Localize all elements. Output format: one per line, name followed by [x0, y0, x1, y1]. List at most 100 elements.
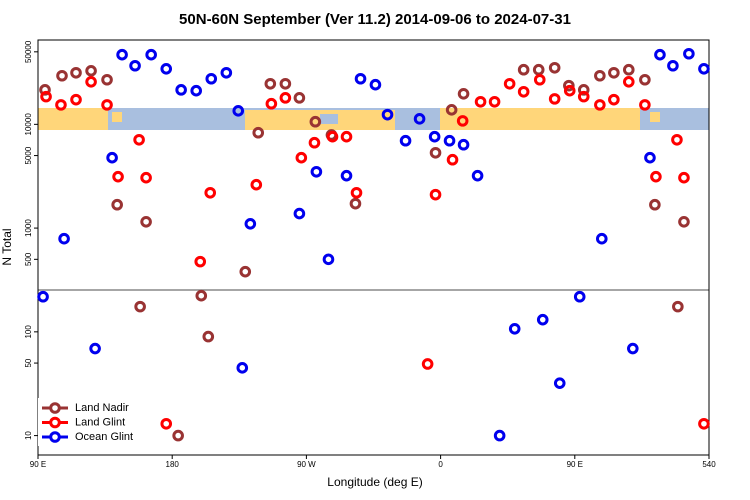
point	[160, 417, 173, 430]
point	[429, 146, 442, 159]
point	[654, 48, 666, 61]
point	[145, 48, 157, 61]
point	[160, 63, 173, 75]
point	[471, 169, 484, 182]
y-tick-label: 50	[24, 358, 33, 367]
point	[101, 99, 113, 111]
point	[671, 133, 683, 146]
point	[349, 197, 362, 210]
point	[608, 93, 620, 106]
point	[140, 171, 152, 184]
map-strip	[38, 108, 709, 130]
point	[194, 255, 207, 268]
point	[456, 115, 469, 127]
x-tick-label: 90 W	[297, 460, 316, 469]
point	[129, 59, 141, 72]
point	[429, 188, 442, 201]
x-tick-label: 90 E	[567, 460, 583, 469]
point	[608, 66, 620, 79]
point	[622, 63, 635, 76]
point	[698, 417, 710, 430]
point	[627, 342, 639, 355]
point	[244, 217, 257, 230]
point	[56, 69, 68, 82]
point	[517, 85, 530, 98]
point	[350, 186, 363, 199]
point	[443, 134, 456, 147]
legend-marker	[49, 431, 61, 443]
point	[264, 77, 277, 90]
point	[488, 95, 501, 108]
point	[644, 151, 656, 164]
point	[672, 300, 684, 313]
point	[308, 136, 321, 149]
point	[55, 99, 67, 111]
point	[37, 290, 49, 303]
point	[89, 342, 101, 355]
point	[175, 84, 187, 96]
point	[553, 377, 566, 389]
point	[533, 73, 546, 86]
point	[279, 92, 292, 104]
point	[428, 130, 441, 143]
point	[239, 265, 252, 278]
point	[322, 253, 335, 266]
point	[421, 358, 434, 370]
legend-label: Ocean Glint	[75, 431, 133, 443]
x-tick-label: 90 E	[30, 460, 46, 469]
point	[236, 362, 249, 374]
y-tick-label: 100	[24, 325, 33, 339]
point	[457, 138, 470, 151]
y-tick-label: 50000	[24, 40, 33, 63]
point	[594, 99, 606, 111]
point	[667, 59, 679, 72]
point	[649, 198, 661, 211]
legend-label: Land Glint	[75, 416, 125, 428]
point	[446, 153, 459, 166]
point	[678, 171, 690, 184]
point	[503, 77, 516, 90]
point	[310, 165, 323, 178]
point	[85, 65, 97, 77]
point	[594, 69, 606, 82]
point	[133, 133, 145, 146]
x-tick-label: 180	[166, 460, 180, 469]
legend-marker	[49, 402, 61, 414]
point	[252, 126, 265, 139]
point	[698, 63, 710, 75]
point	[493, 429, 506, 442]
point	[639, 99, 651, 111]
point	[683, 47, 695, 60]
point	[202, 330, 215, 343]
point	[445, 104, 458, 116]
point	[101, 73, 113, 86]
point	[399, 134, 412, 147]
point	[172, 429, 184, 442]
point	[106, 151, 118, 164]
point	[340, 169, 353, 182]
point	[474, 95, 487, 108]
point	[190, 84, 203, 97]
point	[573, 290, 586, 303]
point	[70, 66, 82, 79]
x-tick-label: 0	[438, 460, 443, 469]
point	[134, 300, 146, 313]
plot-frame	[37, 39, 710, 456]
point	[369, 78, 382, 91]
point	[326, 130, 339, 143]
y-tick-label: 10	[24, 431, 33, 440]
point	[293, 92, 306, 104]
point	[265, 97, 278, 110]
point	[116, 48, 128, 61]
point	[381, 108, 394, 121]
point	[517, 63, 530, 76]
point	[577, 90, 590, 103]
point	[39, 84, 51, 96]
legend-marker	[49, 416, 61, 429]
point	[204, 186, 217, 199]
y-tick-label: 500	[24, 252, 33, 266]
point	[232, 105, 245, 117]
point	[70, 93, 82, 106]
point	[220, 66, 233, 79]
point	[413, 113, 426, 125]
